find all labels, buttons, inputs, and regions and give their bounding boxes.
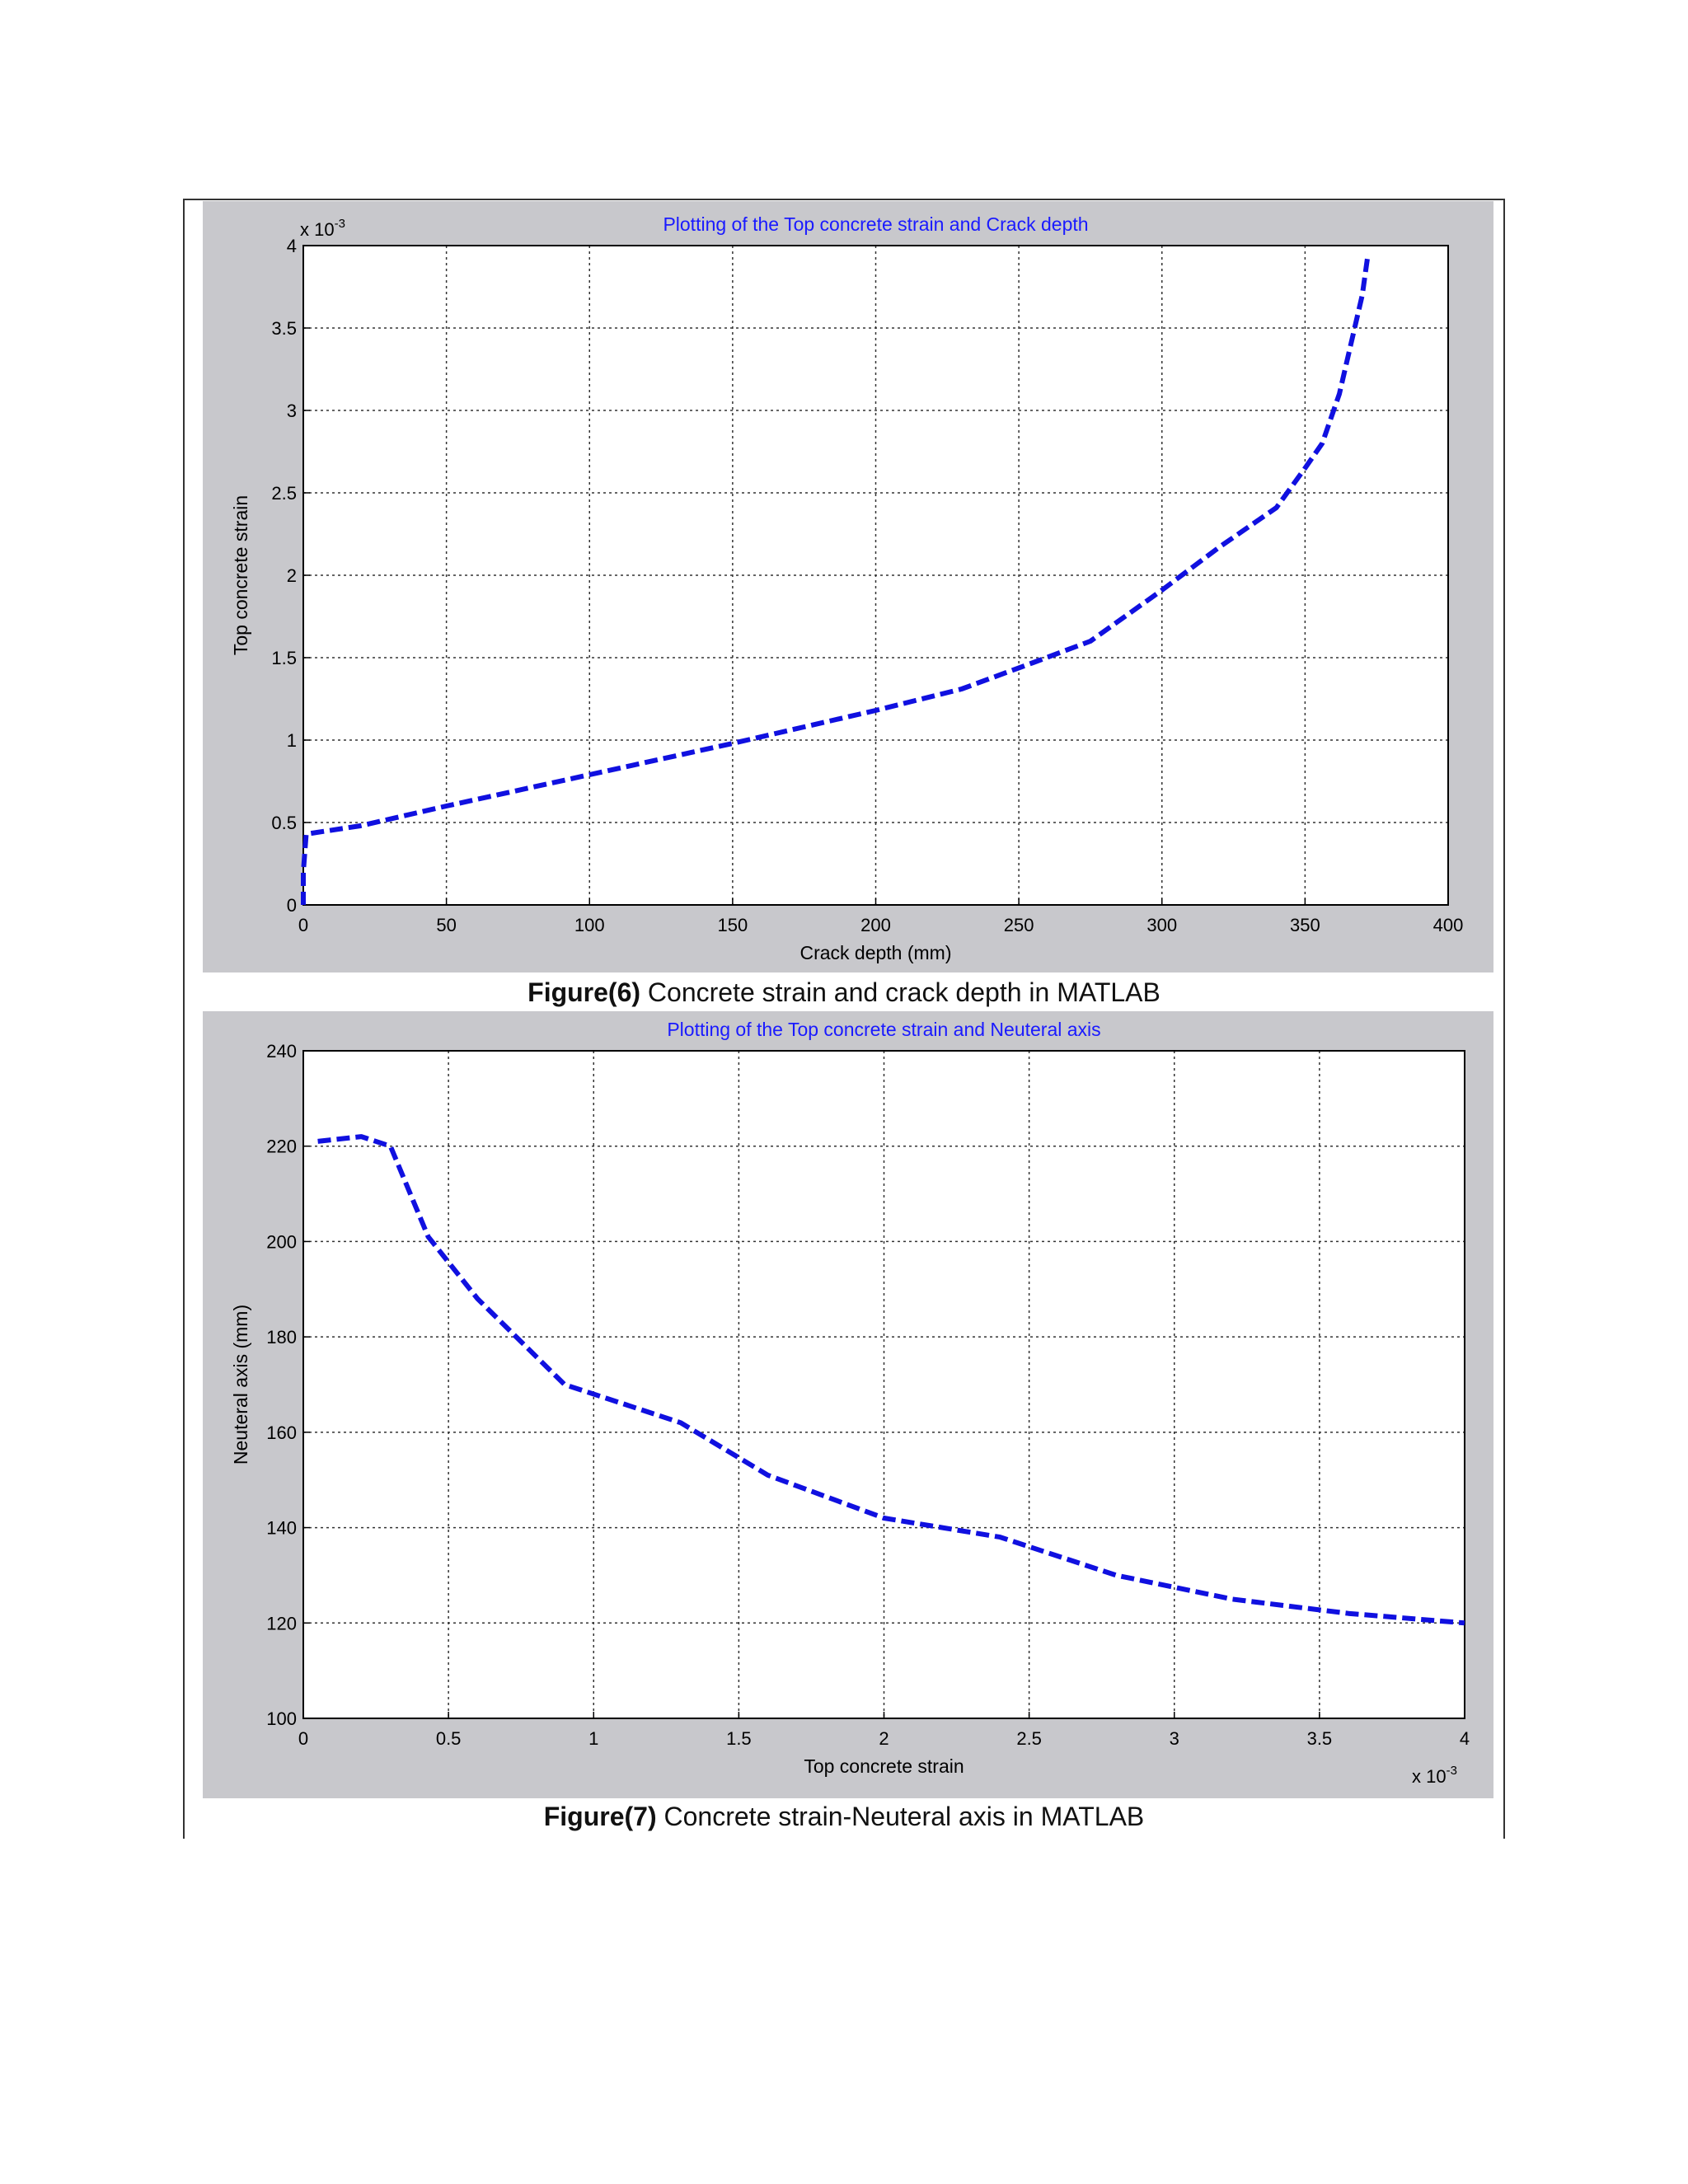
multiplier-exponent: -3 xyxy=(335,217,345,231)
figure6-caption-prefix: Figure(6) xyxy=(528,977,641,1007)
x-tick-label: 1 xyxy=(588,1728,598,1749)
y-tick-label: 160 xyxy=(266,1422,297,1443)
y-tick-label: 140 xyxy=(266,1518,297,1539)
y-tick-label: 3 xyxy=(287,401,297,421)
multiplier-base: x 10 xyxy=(300,219,335,240)
x-tick-label: 2 xyxy=(879,1728,889,1749)
x-tick-label: 300 xyxy=(1146,915,1177,935)
figure6-caption: Figure(6) Concrete strain and crack dept… xyxy=(183,977,1505,1008)
figure7-caption-prefix: Figure(7) xyxy=(543,1802,657,1831)
y-tick-label: 220 xyxy=(266,1137,297,1157)
x-tick-label: 2.5 xyxy=(1016,1728,1042,1749)
y-tick-label: 120 xyxy=(266,1613,297,1633)
x-tick-label: 3 xyxy=(1170,1728,1179,1749)
x-axis-label: Top concrete strain xyxy=(804,1755,964,1777)
x-tick-label: 4 xyxy=(1460,1728,1470,1749)
x-tick-label: 250 xyxy=(1004,915,1034,935)
x-tick-label: 350 xyxy=(1290,915,1320,935)
multiplier-base: x 10 xyxy=(1412,1766,1447,1787)
x-axis-label: Crack depth (mm) xyxy=(799,942,951,963)
y-tick-label: 3.5 xyxy=(271,318,297,339)
figure6-caption-text: Concrete strain and crack depth in MATLA… xyxy=(640,977,1160,1007)
chart-crack-depth: 0 50 100 150 200 250 300 350 400 0 0.5 1 1.5 2 2.5 3 3.5… xyxy=(203,201,1493,972)
series-line xyxy=(301,253,1371,905)
x-tick-label: 0 xyxy=(298,915,308,935)
figure-frame xyxy=(183,199,1505,1839)
y-tick-label: 0 xyxy=(287,895,297,916)
y-axis-multiplier: x 10-3 xyxy=(300,217,345,240)
y-tick-label: 180 xyxy=(266,1327,297,1347)
x-tick-label: 100 xyxy=(574,915,605,935)
x-axis-multiplier: x 10-3 xyxy=(1412,1764,1457,1787)
y-tick-label: 2.5 xyxy=(271,483,297,504)
x-tick-label: 50 xyxy=(436,915,456,935)
x-tick-label: 0.5 xyxy=(436,1728,462,1749)
axes-box xyxy=(302,245,1449,906)
figure7-caption: Figure(7) Concrete strain-Neuteral axis … xyxy=(183,1802,1505,1832)
y-tick-label: 240 xyxy=(266,1041,297,1062)
y-tick-label: 0.5 xyxy=(271,813,297,833)
y-axis-label: Neuteral axis (mm) xyxy=(230,1305,251,1465)
figure7-caption-text: Concrete strain-Neuteral axis in MATLAB xyxy=(656,1802,1145,1831)
y-tick-label: 2 xyxy=(287,565,297,586)
chart-title: Plotting of the Top concrete strain and … xyxy=(663,213,1088,235)
x-tick-label: 400 xyxy=(1433,915,1464,935)
axes-box xyxy=(302,1050,1465,1719)
y-tick-label: 1 xyxy=(287,730,297,751)
y-tick-label: 100 xyxy=(266,1708,297,1729)
y-tick-label: 200 xyxy=(266,1231,297,1252)
chart-neutral-axis: 0 0.5 1 1.5 2 2.5 3 3.5 4 100 120 140 160 180 200 220 24… xyxy=(203,1011,1493,1798)
y-tick-label: 1.5 xyxy=(271,648,297,668)
x-tick-label: 0 xyxy=(298,1728,308,1749)
multiplier-exponent: -3 xyxy=(1447,1764,1457,1778)
x-tick-label: 1.5 xyxy=(726,1728,752,1749)
y-tick-label: 4 xyxy=(287,236,297,256)
x-tick-label: 200 xyxy=(860,915,891,935)
chart-title: Plotting of the Top concrete strain and … xyxy=(667,1019,1100,1040)
y-axis-label: Top concrete strain xyxy=(230,495,251,655)
x-tick-label: 150 xyxy=(718,915,748,935)
x-tick-label: 3.5 xyxy=(1307,1728,1333,1749)
